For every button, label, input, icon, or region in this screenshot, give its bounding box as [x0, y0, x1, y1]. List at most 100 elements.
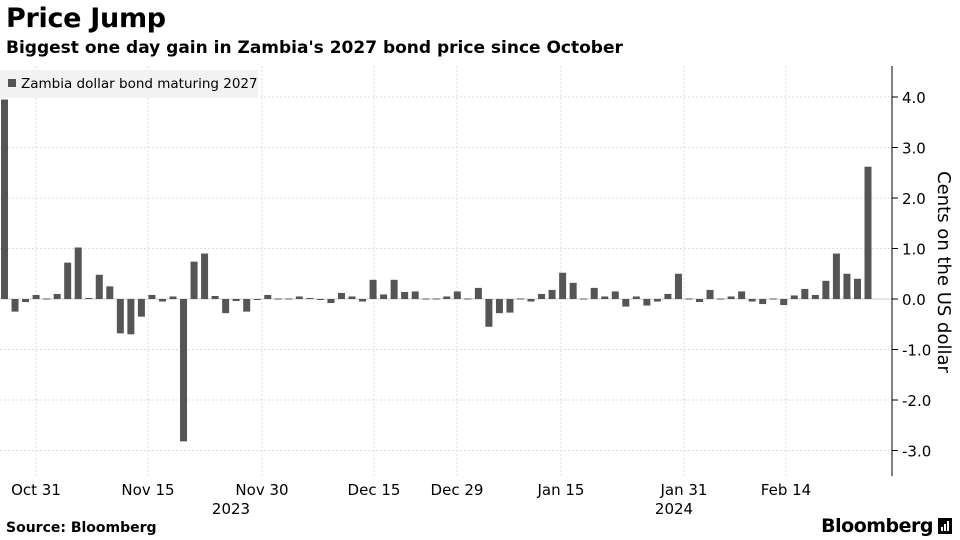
bar [611, 291, 619, 299]
bar [253, 299, 261, 301]
legend-label: Zambia dollar bond maturing 2027 [21, 76, 258, 92]
legend-background [0, 70, 258, 98]
bar [822, 280, 830, 299]
bar [180, 299, 188, 442]
bar [222, 299, 230, 314]
bar [264, 294, 272, 299]
bar [306, 297, 314, 299]
y-tick-label: -3.0 [902, 443, 931, 461]
bar [516, 298, 524, 300]
x-tick-label: Dec 15 [348, 481, 401, 499]
bar [243, 299, 251, 312]
x-tick-label: Oct 31 [11, 481, 61, 499]
bar [653, 299, 661, 302]
bar [474, 287, 482, 299]
bar [685, 298, 693, 300]
bar [674, 273, 682, 299]
bar [590, 287, 598, 299]
bloomberg-terminal-icon [938, 518, 952, 534]
y-tick-label: 2.0 [902, 190, 926, 208]
bar [43, 298, 51, 300]
x-tick-label: Feb 14 [761, 481, 811, 499]
bar [569, 282, 577, 299]
bar [790, 295, 798, 299]
bar [211, 295, 219, 299]
bar [95, 274, 103, 299]
bar [169, 296, 177, 299]
bar [380, 294, 388, 299]
bar [748, 299, 756, 302]
bar [74, 247, 82, 299]
bar [453, 291, 461, 299]
y-tick-label: 4.0 [902, 89, 926, 107]
bar [853, 278, 861, 299]
bar [559, 272, 567, 299]
y-axis-label: Cents on the US dollar [933, 171, 954, 373]
bar [464, 298, 472, 300]
legend-swatch [8, 79, 16, 87]
bar [738, 291, 746, 299]
bar [832, 253, 840, 299]
bar [643, 299, 651, 306]
y-tick-label: 1.0 [902, 241, 926, 259]
bars [1, 99, 872, 442]
bar [85, 297, 93, 299]
bar [495, 299, 503, 314]
bar [843, 273, 851, 299]
bar [811, 294, 819, 299]
bar [432, 298, 440, 300]
y-tick-label: 3.0 [902, 140, 926, 158]
bar [632, 296, 640, 299]
bar [127, 299, 135, 335]
source-note: Source: Bloomberg [6, 520, 157, 536]
x-tick-label: Jan 15 [537, 481, 585, 499]
bar [295, 296, 303, 299]
bar [580, 298, 588, 300]
bar [11, 299, 19, 312]
brand-name: Bloomberg [821, 515, 933, 537]
bar [717, 298, 725, 300]
bar [864, 166, 872, 299]
bar [32, 294, 40, 299]
bar [390, 279, 398, 299]
bar [327, 299, 335, 304]
bar [801, 288, 809, 299]
y-tick-label: 0.0 [902, 291, 926, 309]
bar [601, 296, 609, 299]
bar [53, 293, 61, 299]
bar [348, 296, 356, 299]
bar [485, 299, 493, 327]
bar [759, 299, 767, 305]
bar [706, 289, 714, 299]
bar [1, 99, 8, 300]
x-tick-label: Nov 30 [235, 481, 288, 499]
bar [422, 298, 430, 300]
bar [780, 299, 788, 306]
bar [137, 299, 145, 317]
bar [116, 299, 124, 334]
chart-title: Price Jump [6, 3, 166, 34]
bar [369, 279, 377, 299]
bar [359, 299, 367, 302]
bar [696, 299, 704, 303]
bar [316, 299, 324, 301]
bar [22, 299, 30, 303]
bar [64, 262, 72, 299]
x-tick-label: Jan 31 [660, 481, 708, 499]
x-year-label: 2023 [212, 500, 250, 518]
bar [769, 298, 777, 300]
bar [274, 298, 282, 300]
bar [548, 289, 556, 299]
bar [538, 293, 546, 299]
x-axis: Oct 31 Nov 15 Nov 30 Dec 15 Dec 29 Jan 15 Jan … [11, 481, 811, 518]
y-axis: 4.0 3.0 2.0 1.0 0.0 -1.0 -2.0 -3.0 [891, 66, 931, 476]
x-year-label: 2024 [655, 500, 693, 518]
x-tick-label: Nov 15 [121, 481, 174, 499]
bar [727, 296, 735, 299]
y-tick-label: -2.0 [902, 392, 931, 410]
bar [148, 294, 156, 299]
bar [622, 299, 630, 307]
bar [664, 293, 672, 299]
bar [527, 299, 535, 302]
